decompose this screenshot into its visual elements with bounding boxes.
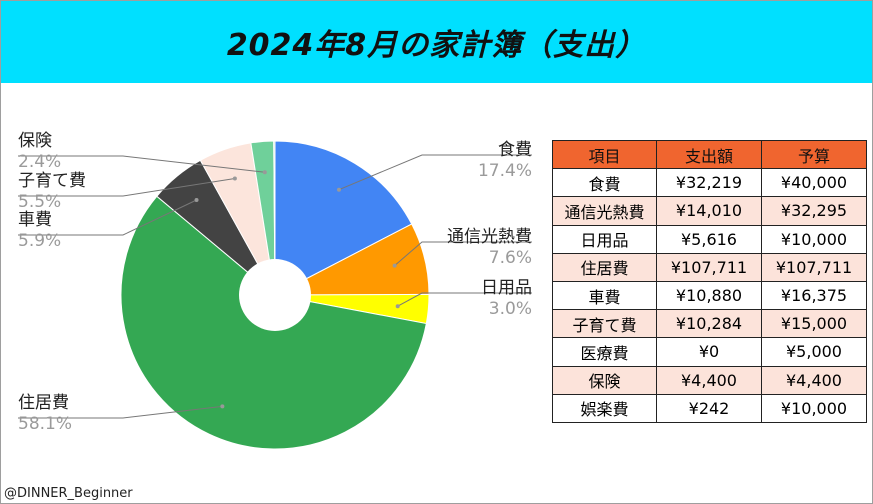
header-budget: 予算 xyxy=(761,139,867,170)
leader-dot xyxy=(232,176,237,181)
cell-item: 保険 xyxy=(552,365,657,395)
leader-line xyxy=(18,178,235,197)
cell-budget: ¥10,000 xyxy=(761,224,867,254)
cell-spent: ¥10,284 xyxy=(656,309,762,339)
cell-item: 食費 xyxy=(552,168,657,198)
leader-dot xyxy=(392,263,397,268)
leader-dot xyxy=(194,198,199,203)
slice-label: 日用品 xyxy=(481,278,532,298)
cell-budget: ¥32,295 xyxy=(761,196,867,226)
cell-spent: ¥5,616 xyxy=(656,224,762,254)
slice-label: 保険 xyxy=(18,131,52,151)
slice-label: 住居費 xyxy=(18,393,69,413)
slice-percent-label: 2.4% xyxy=(18,152,61,172)
leader-line xyxy=(18,155,265,173)
cell-budget: ¥40,000 xyxy=(761,168,867,198)
cell-budget: ¥4,400 xyxy=(761,365,867,395)
cell-item: 医療費 xyxy=(552,337,657,367)
slice-percent-label: 5.9% xyxy=(18,231,61,251)
table-row: 通信光熱費 ¥14,010 ¥32,295 xyxy=(552,196,867,226)
slice-label: 車費 xyxy=(18,210,52,230)
table-row: 車費 ¥10,880 ¥16,375 xyxy=(552,280,867,311)
cell-budget: ¥107,711 xyxy=(761,252,867,282)
cell-item: 車費 xyxy=(552,280,657,311)
leader-line xyxy=(18,405,223,419)
pie-slice xyxy=(273,140,276,296)
cell-item: 通信光熱費 xyxy=(552,196,657,226)
cell-spent: ¥242 xyxy=(656,393,762,423)
cell-spent: ¥0 xyxy=(656,337,762,367)
leader-line xyxy=(18,199,197,236)
cell-spent: ¥10,880 xyxy=(656,280,762,311)
leader-line xyxy=(338,154,532,191)
table-row: 娯楽費 ¥242 ¥10,000 xyxy=(552,393,867,423)
table-header-row: 項目 支出額 予算 xyxy=(552,139,867,170)
slice-percent-label: 7.6% xyxy=(489,248,532,268)
chart-title: 2024年8月の家計簿（支出） xyxy=(226,28,647,63)
table-row: 食費 ¥32,219 ¥40,000 xyxy=(552,168,867,198)
cell-item: 子育て費 xyxy=(552,309,657,339)
slice-label: 食費 xyxy=(498,140,532,160)
leader-dot xyxy=(395,304,400,309)
cell-budget: ¥5,000 xyxy=(761,337,867,367)
leader-dot xyxy=(220,404,225,409)
table-row: 保険 ¥4,400 ¥4,400 xyxy=(552,365,867,395)
table-row: 住居費 ¥107,711 ¥107,711 xyxy=(552,252,867,282)
cell-budget: ¥10,000 xyxy=(761,393,867,423)
slice-percent-label: 5.5% xyxy=(18,192,61,212)
leader-line xyxy=(394,241,532,266)
leader-dot xyxy=(336,187,341,192)
title-banner: 2024年8月の家計簿（支出） xyxy=(1,1,872,83)
slice-percent-label: 17.4% xyxy=(478,161,532,181)
leader-line xyxy=(397,292,532,307)
cell-item: 日用品 xyxy=(552,224,657,254)
cell-spent: ¥4,400 xyxy=(656,365,762,395)
header-item: 項目 xyxy=(552,139,657,170)
cell-item: 娯楽費 xyxy=(552,393,657,423)
cell-spent: ¥107,711 xyxy=(656,252,762,282)
cell-budget: ¥16,375 xyxy=(761,280,867,311)
budget-table: 項目 支出額 予算 食費 ¥32,219 ¥40,000 通信光熱費 ¥14,010 ¥… xyxy=(552,139,867,423)
slice-label: 通信光熱費 xyxy=(447,227,532,247)
slice-percent-label: 58.1% xyxy=(18,414,72,434)
header-spent: 支出額 xyxy=(656,139,762,170)
cell-spent: ¥32,219 xyxy=(656,168,762,198)
pie-slice xyxy=(274,140,413,296)
cell-budget: ¥15,000 xyxy=(761,309,867,339)
cell-spent: ¥14,010 xyxy=(656,196,762,226)
table-row: 子育て費 ¥10,284 ¥15,000 xyxy=(552,309,867,339)
slice-percent-label: 3.0% xyxy=(489,299,532,319)
slice-label: 子育て費 xyxy=(18,171,86,191)
table-row: 日用品 ¥5,616 ¥10,000 xyxy=(552,224,867,254)
credit-text: @DINNER_Beginner xyxy=(4,486,133,501)
cell-item: 住居費 xyxy=(552,252,657,282)
leader-dot xyxy=(262,170,267,175)
table-row: 医療費 ¥0 ¥5,000 xyxy=(552,337,867,367)
donut-hole xyxy=(239,259,311,331)
